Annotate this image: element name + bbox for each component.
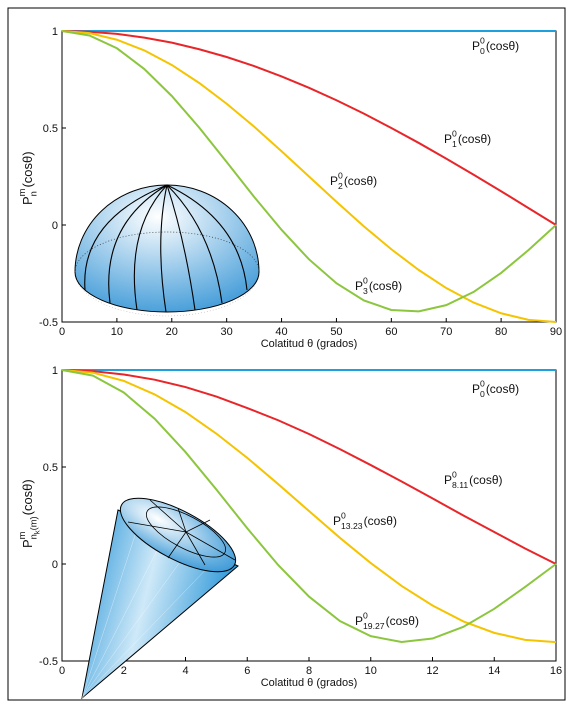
label-arg: (cosθ)	[364, 514, 397, 528]
y-tick-label: 0.5	[43, 123, 58, 135]
series-line	[61, 30, 557, 226]
x-tick-label: 10	[365, 665, 377, 677]
series-line	[61, 30, 557, 323]
y-tick-label: 1	[52, 26, 58, 38]
x-axis-label: Colatitud θ (grados)	[261, 338, 358, 350]
label-arg: (cosθ)	[20, 151, 35, 187]
x-tick-label: 50	[330, 326, 342, 338]
hemisphere	[74, 184, 260, 317]
label-arg: (cosθ)	[458, 132, 491, 146]
label-sub: 1	[452, 139, 457, 149]
label-sup: 0	[363, 610, 368, 620]
label-sup: m	[17, 531, 27, 539]
cone-cap	[119, 497, 237, 573]
label-arg: (cosθ)	[486, 382, 519, 396]
x-tick-label: 30	[221, 326, 233, 338]
label-sup: m	[17, 188, 27, 196]
label-sub-text: 0	[480, 46, 485, 56]
x-tick-label: 80	[495, 326, 507, 338]
label-base: P	[472, 382, 480, 396]
label-arg: (cosθ)	[20, 479, 35, 515]
label-base: P	[20, 196, 35, 205]
x-tick-label: 0	[59, 665, 65, 677]
label-arg: (cosθ)	[386, 614, 419, 628]
label-base: P	[333, 514, 341, 528]
label-sub-text: 1	[452, 139, 457, 149]
label-base: P	[472, 39, 480, 53]
cone	[81, 497, 239, 700]
x-tick-label: 2	[121, 665, 127, 677]
x-tick-label: 40	[275, 326, 287, 338]
label-sup: 0	[480, 35, 485, 45]
y-axis-label: Pm n (cosθ)	[17, 151, 39, 205]
label-sub-text: n	[29, 534, 39, 539]
label-subsub: k	[33, 530, 42, 534]
label-sub-text: 8.11	[452, 480, 468, 490]
label-base: P	[330, 174, 338, 188]
meridians	[84, 184, 248, 313]
x-tick-label: 8	[306, 665, 312, 677]
y-axis-label: Pm nk(m)(cosθ)	[17, 479, 42, 548]
y-tick-label: 1	[52, 365, 58, 377]
label-sup: 0	[480, 378, 485, 388]
x-tick-label: 10	[111, 326, 123, 338]
label-sub: 19.27	[363, 621, 385, 631]
x-tick-label: 16	[550, 665, 562, 677]
x-tick-label: 14	[488, 665, 500, 677]
label-sup: 0	[341, 510, 346, 520]
illustrations	[74, 184, 260, 700]
lines: P 00 (cosθ)P 08.11 (cosθ)P 013.23 (cosθ)P 019.2…	[61, 369, 557, 644]
label-sub: 3	[363, 286, 368, 296]
x-tick-label: 6	[244, 665, 250, 677]
equator-back	[74, 231, 260, 273]
label-arg: (cosθ)	[469, 473, 502, 487]
y-tick-label: 0.5	[43, 462, 58, 474]
x-axis-label: Colatitud θ (grados)	[261, 677, 358, 689]
x-tick-label: 0	[59, 326, 65, 338]
x-tick-label: 4	[182, 665, 188, 677]
label-sub: 13.23	[341, 521, 363, 531]
label-sub: nk(m)	[29, 516, 42, 539]
label-sup: 0	[452, 469, 457, 479]
label-subtail: (m)	[29, 516, 39, 530]
label-sub: 0	[480, 389, 485, 399]
x-tick-label: 20	[166, 326, 178, 338]
y-tick-label: -0.5	[39, 317, 58, 329]
series-line	[61, 30, 557, 313]
label-arg: (cosθ)	[369, 279, 402, 293]
series-line	[61, 369, 557, 565]
label-sup: 0	[363, 275, 368, 285]
label-sub: 0	[480, 46, 485, 56]
frame	[7, 7, 566, 701]
label-sub: 2	[338, 181, 343, 191]
x-tick-label: 60	[385, 326, 397, 338]
label-sub-text: 2	[338, 181, 343, 191]
label-base: P	[355, 614, 363, 628]
label-sup: 0	[338, 170, 343, 180]
label-sub-text: n	[29, 191, 39, 196]
x-tick-label: 70	[440, 326, 452, 338]
label-sub-text: 13.23	[341, 521, 363, 531]
y-tick-label: -0.5	[39, 656, 58, 668]
label-sub: n	[29, 191, 39, 196]
series-line	[61, 369, 557, 644]
label-sup: 0	[452, 128, 457, 138]
series-line	[61, 369, 557, 644]
label-base: P	[20, 539, 35, 548]
label-sub-text: 3	[363, 286, 368, 296]
label-base: P	[444, 132, 452, 146]
y-tick-label: 0	[52, 559, 58, 571]
label-sub-text: 19.27	[363, 621, 385, 631]
label-sub-text: 0	[480, 389, 485, 399]
label-arg: (cosθ)	[344, 174, 377, 188]
lines: P 00 (cosθ)P 01 (cosθ)P 02 (cosθ)P 03 (cosθ)	[61, 30, 557, 323]
x-tick-label: 12	[426, 665, 438, 677]
label-base: P	[444, 473, 452, 487]
label-sub: 8.11	[452, 480, 468, 490]
label-arg: (cosθ)	[486, 39, 519, 53]
label-base: P	[355, 279, 363, 293]
y-tick-label: 0	[52, 220, 58, 232]
x-tick-label: 90	[550, 326, 562, 338]
